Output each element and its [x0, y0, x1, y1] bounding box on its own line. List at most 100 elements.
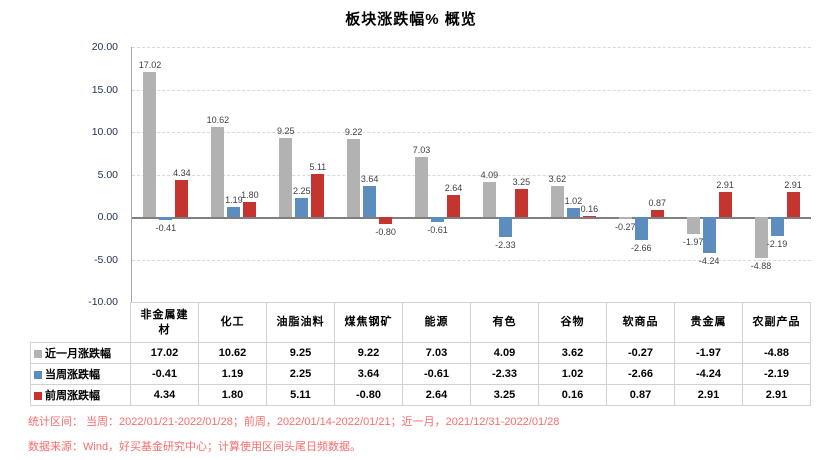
table-row: 前周涨跌幅 4.34 1.80 5.11 -0.80 2.64 3.25 0.16 0.87 2.…: [30, 384, 811, 406]
y-axis-tick-label: 20.00: [91, 41, 118, 53]
bar: [514, 189, 528, 217]
table-value-cell: 3.64: [334, 363, 403, 385]
bar: [566, 208, 580, 217]
bar-value-label: 3.25: [512, 177, 531, 188]
y-axis-tick-label: 10.00: [91, 126, 118, 138]
table-value-cell: 4.34: [130, 384, 199, 406]
bar: [770, 217, 784, 236]
gridline: [132, 89, 811, 91]
chart-title: 板块涨跌幅% 概览: [345, 11, 477, 28]
y-axis-tick-label: 0.00: [97, 211, 118, 223]
table-row-label: 当周涨跌幅: [30, 363, 131, 385]
bar: [618, 217, 632, 220]
gridline: [132, 47, 811, 48]
bar: [686, 217, 700, 234]
bar: [347, 138, 361, 217]
table-value-cell: -0.41: [130, 363, 199, 385]
gridline: [132, 174, 811, 176]
bar-value-label: 1.80: [241, 189, 259, 200]
bar: [379, 217, 393, 224]
bar-value-label: 0.87: [648, 197, 667, 208]
legend-swatch: [34, 371, 42, 379]
bar-value-label: 9.25: [276, 126, 295, 137]
table-value-cell: 17.02: [130, 342, 199, 364]
table-column-header: 农副产品: [742, 302, 811, 343]
legend-swatch: [34, 392, 42, 400]
bar: [634, 217, 648, 240]
bar: [786, 192, 800, 217]
table-column-header: 煤焦钢矿: [334, 302, 403, 343]
series-name-label: 近一月涨跌幅: [45, 348, 111, 360]
bar-value-label: 4.34: [173, 168, 191, 179]
bar: [582, 215, 596, 217]
table-value-cell: 2.91: [742, 384, 811, 406]
bar: [650, 209, 664, 217]
plot-area: 17.02 10.62 9.25 9.22 7.03 4.09 3.62 -0.27 -1.97…: [131, 47, 811, 303]
table-corner-cell: [30, 302, 131, 343]
table-value-cell: -4.24: [674, 363, 743, 385]
bar-value-label: 17.02: [138, 60, 162, 71]
zero-axis-line: [132, 217, 811, 219]
bar-value-label: 10.62: [206, 114, 230, 125]
table-value-cell: 10.62: [198, 342, 267, 364]
table-value-cell: 9.22: [334, 342, 403, 364]
table-column-header: 非金属建材: [130, 302, 199, 343]
bar-value-label: 1.19: [225, 194, 243, 205]
bar: [754, 217, 768, 259]
series-name-label: 当周涨跌幅: [45, 369, 100, 381]
summary-table: 非金属建材 化工 油脂油料 煤焦钢矿 能源 有色 谷物 软商品 贵金属 农副产品 近一月涨跌幅 17.…: [30, 302, 811, 406]
y-axis-tick-label: -5.00: [94, 253, 118, 266]
table-column-header: 软商品: [606, 302, 675, 343]
table-value-cell: 1.80: [198, 384, 267, 406]
bar-value-label: -2.33: [495, 239, 516, 250]
bar-value-label: -1.97: [682, 236, 704, 247]
table-value-cell: 0.87: [606, 384, 675, 406]
bar: [702, 217, 716, 254]
bar-value-label: -0.27: [614, 222, 636, 233]
bar: [363, 186, 377, 217]
table-column-header: 谷物: [538, 302, 607, 343]
table-value-cell: -1.97: [674, 342, 743, 364]
bar: [227, 206, 241, 217]
bar: [295, 197, 309, 217]
bar: [279, 138, 293, 217]
y-axis: 20.00 15.00 10.00 5.00 0.00 -5.00 -10.00: [0, 41, 124, 308]
bar: [498, 217, 512, 237]
bar-value-label: 4.09: [480, 170, 499, 181]
bar-value-label: 5.11: [309, 161, 327, 172]
bar-value-label: 3.64: [360, 174, 379, 185]
bar: [550, 186, 564, 217]
bar-value-label: 2.25: [292, 185, 311, 196]
y-axis-tick-label: 15.00: [91, 83, 118, 96]
bar: [159, 217, 173, 221]
bar-value-label: 2.64: [444, 182, 463, 193]
table-column-header: 有色: [470, 302, 539, 343]
table-value-cell: 1.02: [538, 363, 607, 385]
table-column-header: 能源: [402, 302, 471, 343]
table-value-cell: 0.16: [538, 384, 607, 406]
gridline: [132, 259, 811, 261]
bar: [718, 192, 732, 217]
table-value-cell: 7.03: [402, 342, 471, 364]
bar-value-label: 1.02: [564, 196, 583, 207]
table-value-cell: 9.25: [266, 342, 335, 364]
table-value-cell: 1.19: [198, 363, 267, 385]
bar-value-label: 2.91: [716, 180, 734, 191]
table-row-label: 近一月涨跌幅: [30, 342, 131, 364]
footer-stats-period: 统计区间： 当周：2022/01/21-2022/01/28；前周，2022/0…: [28, 416, 560, 428]
footer-data-source: 数据来源：Wind，好买基金研究中心；计算使用区间头尾日频数据。: [28, 441, 362, 453]
bar-value-label: -0.61: [427, 225, 448, 236]
bar: [431, 217, 445, 223]
table-column-header: 化工: [198, 302, 267, 343]
bar: [175, 180, 189, 217]
table-value-cell: 2.25: [266, 363, 335, 385]
gridline: [132, 132, 811, 133]
table-value-cell: 3.25: [470, 384, 539, 406]
bar-value-label: 2.91: [784, 180, 802, 191]
table-row: 近一月涨跌幅 17.02 10.62 9.25 9.22 7.03 4.09 3.62 -0.2…: [30, 342, 811, 364]
table-row: 当周涨跌幅 -0.41 1.19 2.25 3.64 -0.61 -2.33 1.02 -2.6…: [30, 363, 811, 385]
table-value-cell: 3.62: [538, 342, 607, 364]
table-value-cell: -2.33: [470, 363, 539, 385]
table-value-cell: 5.11: [266, 384, 335, 406]
table-value-cell: -0.61: [402, 363, 471, 385]
